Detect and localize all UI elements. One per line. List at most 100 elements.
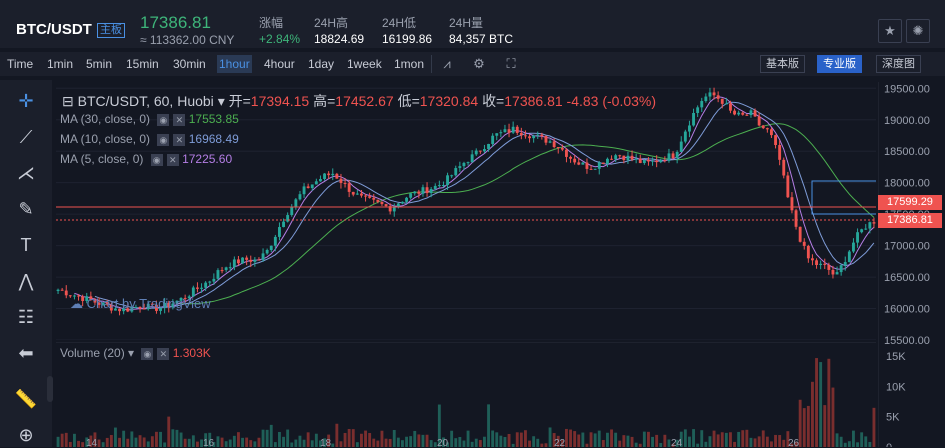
brush-icon[interactable]: ✎ xyxy=(18,199,34,219)
interval-4hour[interactable]: 4hour xyxy=(264,57,295,71)
interval-5min[interactable]: 5min xyxy=(86,57,113,71)
volume-bar xyxy=(544,443,548,447)
view-depth-button[interactable]: 深度图 xyxy=(876,55,921,73)
candle-body xyxy=(425,187,429,194)
volume-legend[interactable]: Volume (20) ▾ ◉ ✕ 1.303K xyxy=(60,346,211,360)
ma30-legend[interactable]: MA (30, close, 0) ◉ ✕ 17553.85 xyxy=(60,112,239,126)
volume-bar xyxy=(323,438,326,447)
volume-bar xyxy=(347,428,351,447)
candle-body xyxy=(269,245,273,250)
zoom-in-icon[interactable]: ⊕ xyxy=(18,425,34,445)
candle-body xyxy=(146,303,150,310)
trend-line-icon[interactable]: ⟋ xyxy=(19,127,33,147)
volume-bar xyxy=(81,442,85,447)
favorite-star-icon[interactable]: ★ xyxy=(878,19,902,43)
fullscreen-icon[interactable]: ⛶ xyxy=(506,56,516,71)
volume-bar xyxy=(556,435,560,447)
crosshair-icon[interactable]: ✛ xyxy=(18,91,34,111)
candle-body xyxy=(704,96,708,102)
candle-body xyxy=(347,183,351,192)
view-pro-button[interactable]: 专业版 xyxy=(817,55,862,73)
pattern-tool-icon[interactable]: ⋀ xyxy=(18,271,34,291)
candle-body xyxy=(196,287,199,289)
eye-icon[interactable]: ◉ xyxy=(157,133,170,146)
panel-collapse-handle[interactable] xyxy=(47,376,53,402)
candle-body xyxy=(109,304,113,311)
interval-1day[interactable]: 1day xyxy=(308,57,335,71)
tradingview-watermark[interactable]: ☁ Chart by TradingView xyxy=(70,296,211,311)
volume-bar xyxy=(327,434,331,447)
interval-30min[interactable]: 30min xyxy=(173,57,206,71)
close-icon[interactable]: ✕ xyxy=(157,347,170,360)
ruler-icon[interactable]: 📏 xyxy=(14,389,38,409)
ma10-label: MA (10, close, 0) xyxy=(60,132,151,146)
indicator-icon[interactable]: ⩘ xyxy=(443,56,451,71)
interval-1mon[interactable]: 1mon xyxy=(394,57,425,71)
ma10-legend[interactable]: MA (10, close, 0) ◉ ✕ 16968.49 xyxy=(60,132,239,146)
volume-bar xyxy=(741,430,745,447)
candle-body xyxy=(454,168,458,176)
close-icon[interactable]: ✕ xyxy=(173,113,186,126)
ma-line xyxy=(94,101,875,310)
candle-body xyxy=(708,92,712,97)
eye-icon[interactable]: ◉ xyxy=(141,347,154,360)
symbol-label[interactable]: BTC/USDT, 60, Huobi xyxy=(77,93,214,109)
volume-bar xyxy=(429,440,433,447)
interval-1week[interactable]: 1week xyxy=(347,57,382,71)
volume-bar xyxy=(503,437,507,447)
interval-1hour[interactable]: 1hour xyxy=(217,55,252,73)
interval-1min[interactable]: 1min xyxy=(47,57,74,71)
volume-bar xyxy=(532,436,536,447)
close-icon[interactable]: ✕ xyxy=(173,133,186,146)
price-tick-label: 17000.00 xyxy=(884,241,930,253)
back-arrow-icon[interactable]: ⬅ xyxy=(18,343,34,363)
volume-bar xyxy=(405,436,408,447)
volume-chart[interactable] xyxy=(56,342,876,447)
candle-body xyxy=(667,153,671,161)
prediction-tool-icon[interactable]: ☷ xyxy=(17,307,35,327)
ma5-legend[interactable]: MA (5, close, 0) ◉ ✕ 17225.60 xyxy=(60,152,232,166)
eye-icon[interactable]: ◉ xyxy=(157,113,170,126)
chart-settings-icon[interactable]: ⚙ xyxy=(473,56,485,71)
volume-bar xyxy=(249,440,253,447)
candle-body xyxy=(700,101,704,108)
volume-bar xyxy=(487,404,490,447)
candle-body xyxy=(237,259,240,264)
measure-box[interactable] xyxy=(811,180,876,215)
volume-bar xyxy=(708,436,712,447)
volume-bar xyxy=(798,399,802,447)
candle-body xyxy=(183,297,187,299)
pair-title[interactable]: BTC/USDT xyxy=(16,21,92,38)
text-tool-icon[interactable]: T xyxy=(20,235,32,255)
candle-body xyxy=(245,257,249,260)
volume-bar xyxy=(126,438,130,447)
fib-retracement-icon[interactable]: ⋌ xyxy=(17,163,35,183)
volume-bar xyxy=(802,408,806,447)
volume-bar xyxy=(306,432,310,447)
close-icon[interactable]: ✕ xyxy=(166,153,179,166)
volume-bar xyxy=(433,442,437,447)
candle-body xyxy=(823,263,827,265)
view-basic-button[interactable]: 基本版 xyxy=(760,55,805,73)
candle-body xyxy=(618,155,622,157)
volume-tick-label: 15K xyxy=(886,351,906,363)
interval-15min[interactable]: 15min xyxy=(126,57,159,71)
volume-bar xyxy=(89,435,93,447)
collapse-legend-icon[interactable]: ⊟ xyxy=(62,93,78,109)
volume-bar xyxy=(651,436,654,447)
volume-bar xyxy=(720,432,724,447)
candle-body xyxy=(450,175,454,177)
candle-body xyxy=(384,204,388,207)
volume-bar xyxy=(105,437,109,447)
price-axis[interactable]: 19500.0019000.0018500.0018000.0017500.00… xyxy=(878,82,945,447)
volume-bar xyxy=(298,435,302,447)
candle-body xyxy=(286,215,290,222)
volume-bar xyxy=(667,439,671,447)
price-chart[interactable] xyxy=(56,82,876,340)
volume-bar xyxy=(335,423,339,447)
candle-body xyxy=(118,308,121,312)
volume-bar xyxy=(413,430,417,447)
settings-gear-icon[interactable]: ✺ xyxy=(906,19,930,43)
volume-bar xyxy=(454,438,458,447)
eye-icon[interactable]: ◉ xyxy=(150,153,163,166)
